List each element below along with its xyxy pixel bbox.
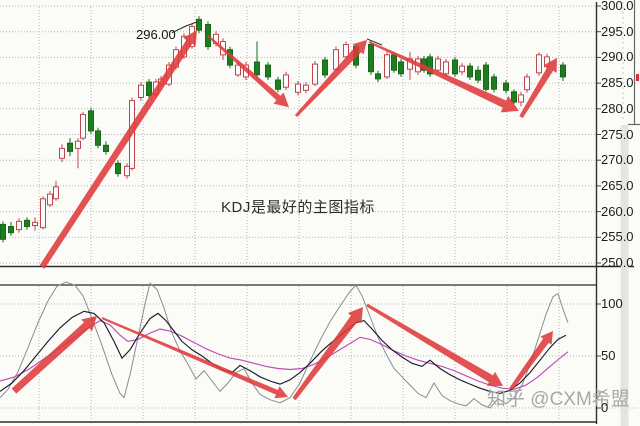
- kdj-gridlines: [0, 303, 638, 409]
- y-axis-label: 285.0: [601, 75, 634, 91]
- y-axis-label: 265.0: [601, 177, 634, 193]
- peak-annotation-lines: [171, 21, 383, 46]
- vertical-gridlines: [38, 7, 560, 421]
- trend-arrows: [11, 30, 557, 401]
- chart-caption: KDJ是最好的主图指标: [221, 199, 375, 216]
- peak-price-label: 296.00: [136, 27, 176, 42]
- y-axis-label: 50: [601, 348, 616, 363]
- y-axis-label: 260.0: [601, 203, 634, 219]
- y-axis-label: 100: [601, 296, 623, 311]
- y-axis-label: 270.0: [601, 152, 634, 168]
- right-edge-artifacts: [620, 0, 640, 426]
- y-axis-label: 280.0: [601, 100, 634, 116]
- y-axis-label: 275.0: [601, 126, 634, 142]
- y-axis-label: 295.0: [601, 23, 634, 39]
- y-axis-label: 250.0: [601, 255, 634, 270]
- kdj-lines: [0, 281, 569, 409]
- watermark: 知乎 @CXM希盟: [487, 389, 630, 410]
- y-axis-label: 300.0: [601, 0, 634, 13]
- price-gridlines: [0, 5, 601, 264]
- y-axis-label: 0: [601, 400, 609, 415]
- y-axis-label: 290.0: [601, 49, 634, 65]
- y-axis-label: 255.0: [601, 229, 634, 245]
